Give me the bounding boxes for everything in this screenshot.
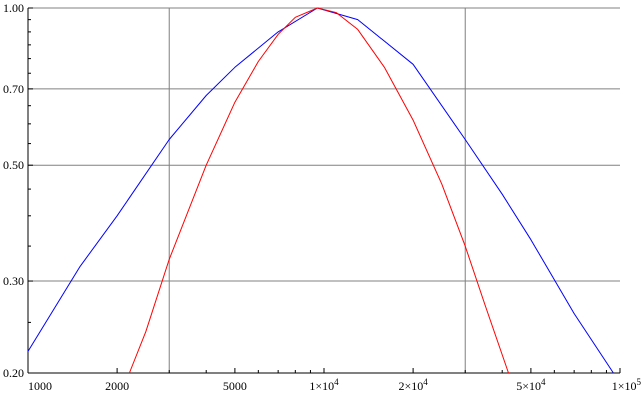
x-tick-label: 5×104 <box>516 377 546 393</box>
series-line-0 <box>27 7 614 374</box>
series-line-1 <box>128 7 509 374</box>
tick-labels: 1000 2000 5000 1×104 2×104 5×104 1×105 1.00 0.70… <box>3 1 642 393</box>
y-tick-label: 0.20 <box>3 366 24 380</box>
series-group <box>27 7 614 374</box>
x-tick-label: 1000 <box>28 379 52 393</box>
x-tick-label: 1×104 <box>309 377 339 393</box>
x-tick-label: 5000 <box>223 379 247 393</box>
x-tick-label: 2000 <box>105 379 129 393</box>
axes <box>27 7 621 374</box>
gridlines <box>28 7 620 373</box>
x-tick-label: 2×104 <box>398 377 428 393</box>
y-tick-label: 0.50 <box>3 158 24 172</box>
y-tick-label: 1.00 <box>3 1 24 15</box>
y-tick-label: 0.30 <box>3 274 24 288</box>
y-tick-label: 0.70 <box>3 82 24 96</box>
x-tick-label: 1×105 <box>612 377 642 393</box>
